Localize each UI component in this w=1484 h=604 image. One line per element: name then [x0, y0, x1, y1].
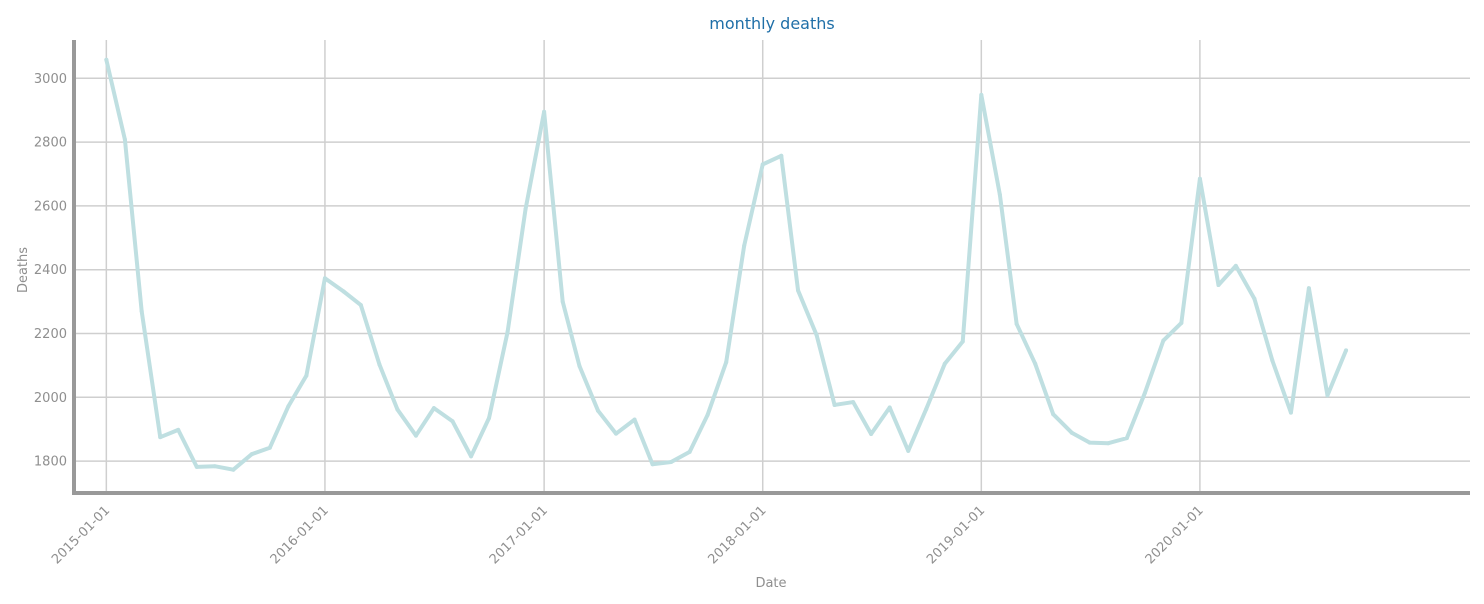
- data-point: [1216, 283, 1221, 287]
- y-tick-label: 2200: [34, 327, 67, 342]
- data-point: [505, 329, 510, 334]
- data-point: [705, 412, 710, 417]
- data-point: [814, 333, 819, 338]
- data-point: [469, 454, 474, 459]
- data-point: [322, 276, 327, 281]
- data-point: [1087, 440, 1092, 445]
- data-point: [176, 427, 181, 432]
- y-ticks: 1800 2000 2200 2400 2600 2800 3000: [34, 72, 67, 470]
- data-point: [1051, 412, 1056, 417]
- data-point: [231, 467, 236, 472]
- y-tick-label: 2400: [34, 263, 67, 278]
- data-point: [851, 400, 856, 405]
- data-point: [267, 445, 272, 450]
- y-tick-label: 2000: [34, 391, 67, 406]
- data-point: [1344, 348, 1349, 353]
- series-layer: [104, 57, 1349, 472]
- y-tick-label: 2600: [34, 199, 67, 214]
- data-point: [1270, 358, 1275, 363]
- y-axis-label: Deaths: [16, 247, 31, 293]
- data-point: [1069, 430, 1074, 435]
- data-point: [1106, 441, 1111, 446]
- data-point: [997, 192, 1002, 197]
- data-point: [869, 431, 874, 436]
- x-axis-label: Date: [755, 576, 786, 591]
- data-point: [1161, 338, 1166, 343]
- data-point: [523, 207, 528, 212]
- data-point: [979, 92, 984, 97]
- data-point: [887, 405, 892, 410]
- data-point: [431, 406, 436, 411]
- x-tick-label: 2020-01-01: [1143, 503, 1207, 567]
- data-point: [1197, 176, 1202, 181]
- data-point: [1179, 320, 1184, 325]
- data-point: [377, 362, 382, 367]
- data-point: [613, 431, 618, 436]
- series-line: [104, 57, 1349, 472]
- data-point: [1252, 296, 1257, 301]
- data-point: [194, 464, 199, 469]
- x-tick-label: 2018-01-01: [706, 503, 770, 567]
- grid: [74, 40, 1470, 493]
- data-point: [960, 339, 965, 344]
- data-point: [139, 309, 144, 314]
- data-point: [1233, 263, 1238, 268]
- x-tick-label: 2016-01-01: [268, 503, 332, 567]
- data-point: [158, 435, 163, 440]
- chart-title: monthly deaths: [709, 14, 834, 33]
- data-point: [796, 288, 801, 293]
- data-point: [1288, 410, 1293, 415]
- data-point: [560, 299, 565, 304]
- data-point: [724, 360, 729, 365]
- data-point: [650, 462, 655, 467]
- data-point: [450, 419, 455, 424]
- data-point: [1306, 286, 1311, 291]
- data-point: [669, 460, 674, 465]
- data-point: [358, 303, 363, 308]
- y-tick-label: 1800: [34, 455, 67, 470]
- data-point: [832, 402, 837, 407]
- data-point: [1124, 436, 1129, 441]
- x-tick-label: 2015-01-01: [49, 503, 113, 567]
- data-point: [1325, 393, 1330, 398]
- data-point: [742, 243, 747, 248]
- data-point: [395, 407, 400, 412]
- data-point: [906, 448, 911, 453]
- data-point: [942, 361, 947, 366]
- data-point: [632, 417, 637, 422]
- data-point: [687, 449, 692, 454]
- data-point: [487, 416, 492, 421]
- x-ticks: 2015-01-01 2016-01-01 2017-01-01 2018-01-01…: [49, 503, 1207, 567]
- data-point: [286, 404, 291, 409]
- data-point: [577, 364, 582, 369]
- data-point: [924, 407, 929, 412]
- data-point: [1142, 391, 1147, 396]
- data-point: [122, 137, 127, 142]
- data-point: [212, 464, 217, 469]
- data-point: [596, 408, 601, 413]
- y-tick-label: 2800: [34, 136, 67, 151]
- x-tick-label: 2019-01-01: [924, 503, 988, 567]
- data-point: [413, 433, 418, 438]
- data-point: [542, 109, 547, 114]
- data-point: [304, 373, 309, 378]
- data-point: [760, 162, 765, 167]
- data-point: [249, 452, 254, 457]
- data-point: [779, 153, 784, 158]
- axes: [72, 40, 1470, 495]
- y-tick-label: 3000: [34, 72, 67, 87]
- data-point: [1014, 321, 1019, 326]
- data-point: [104, 57, 109, 62]
- data-point: [1033, 361, 1038, 366]
- data-point: [341, 289, 346, 294]
- x-tick-label: 2017-01-01: [487, 503, 551, 567]
